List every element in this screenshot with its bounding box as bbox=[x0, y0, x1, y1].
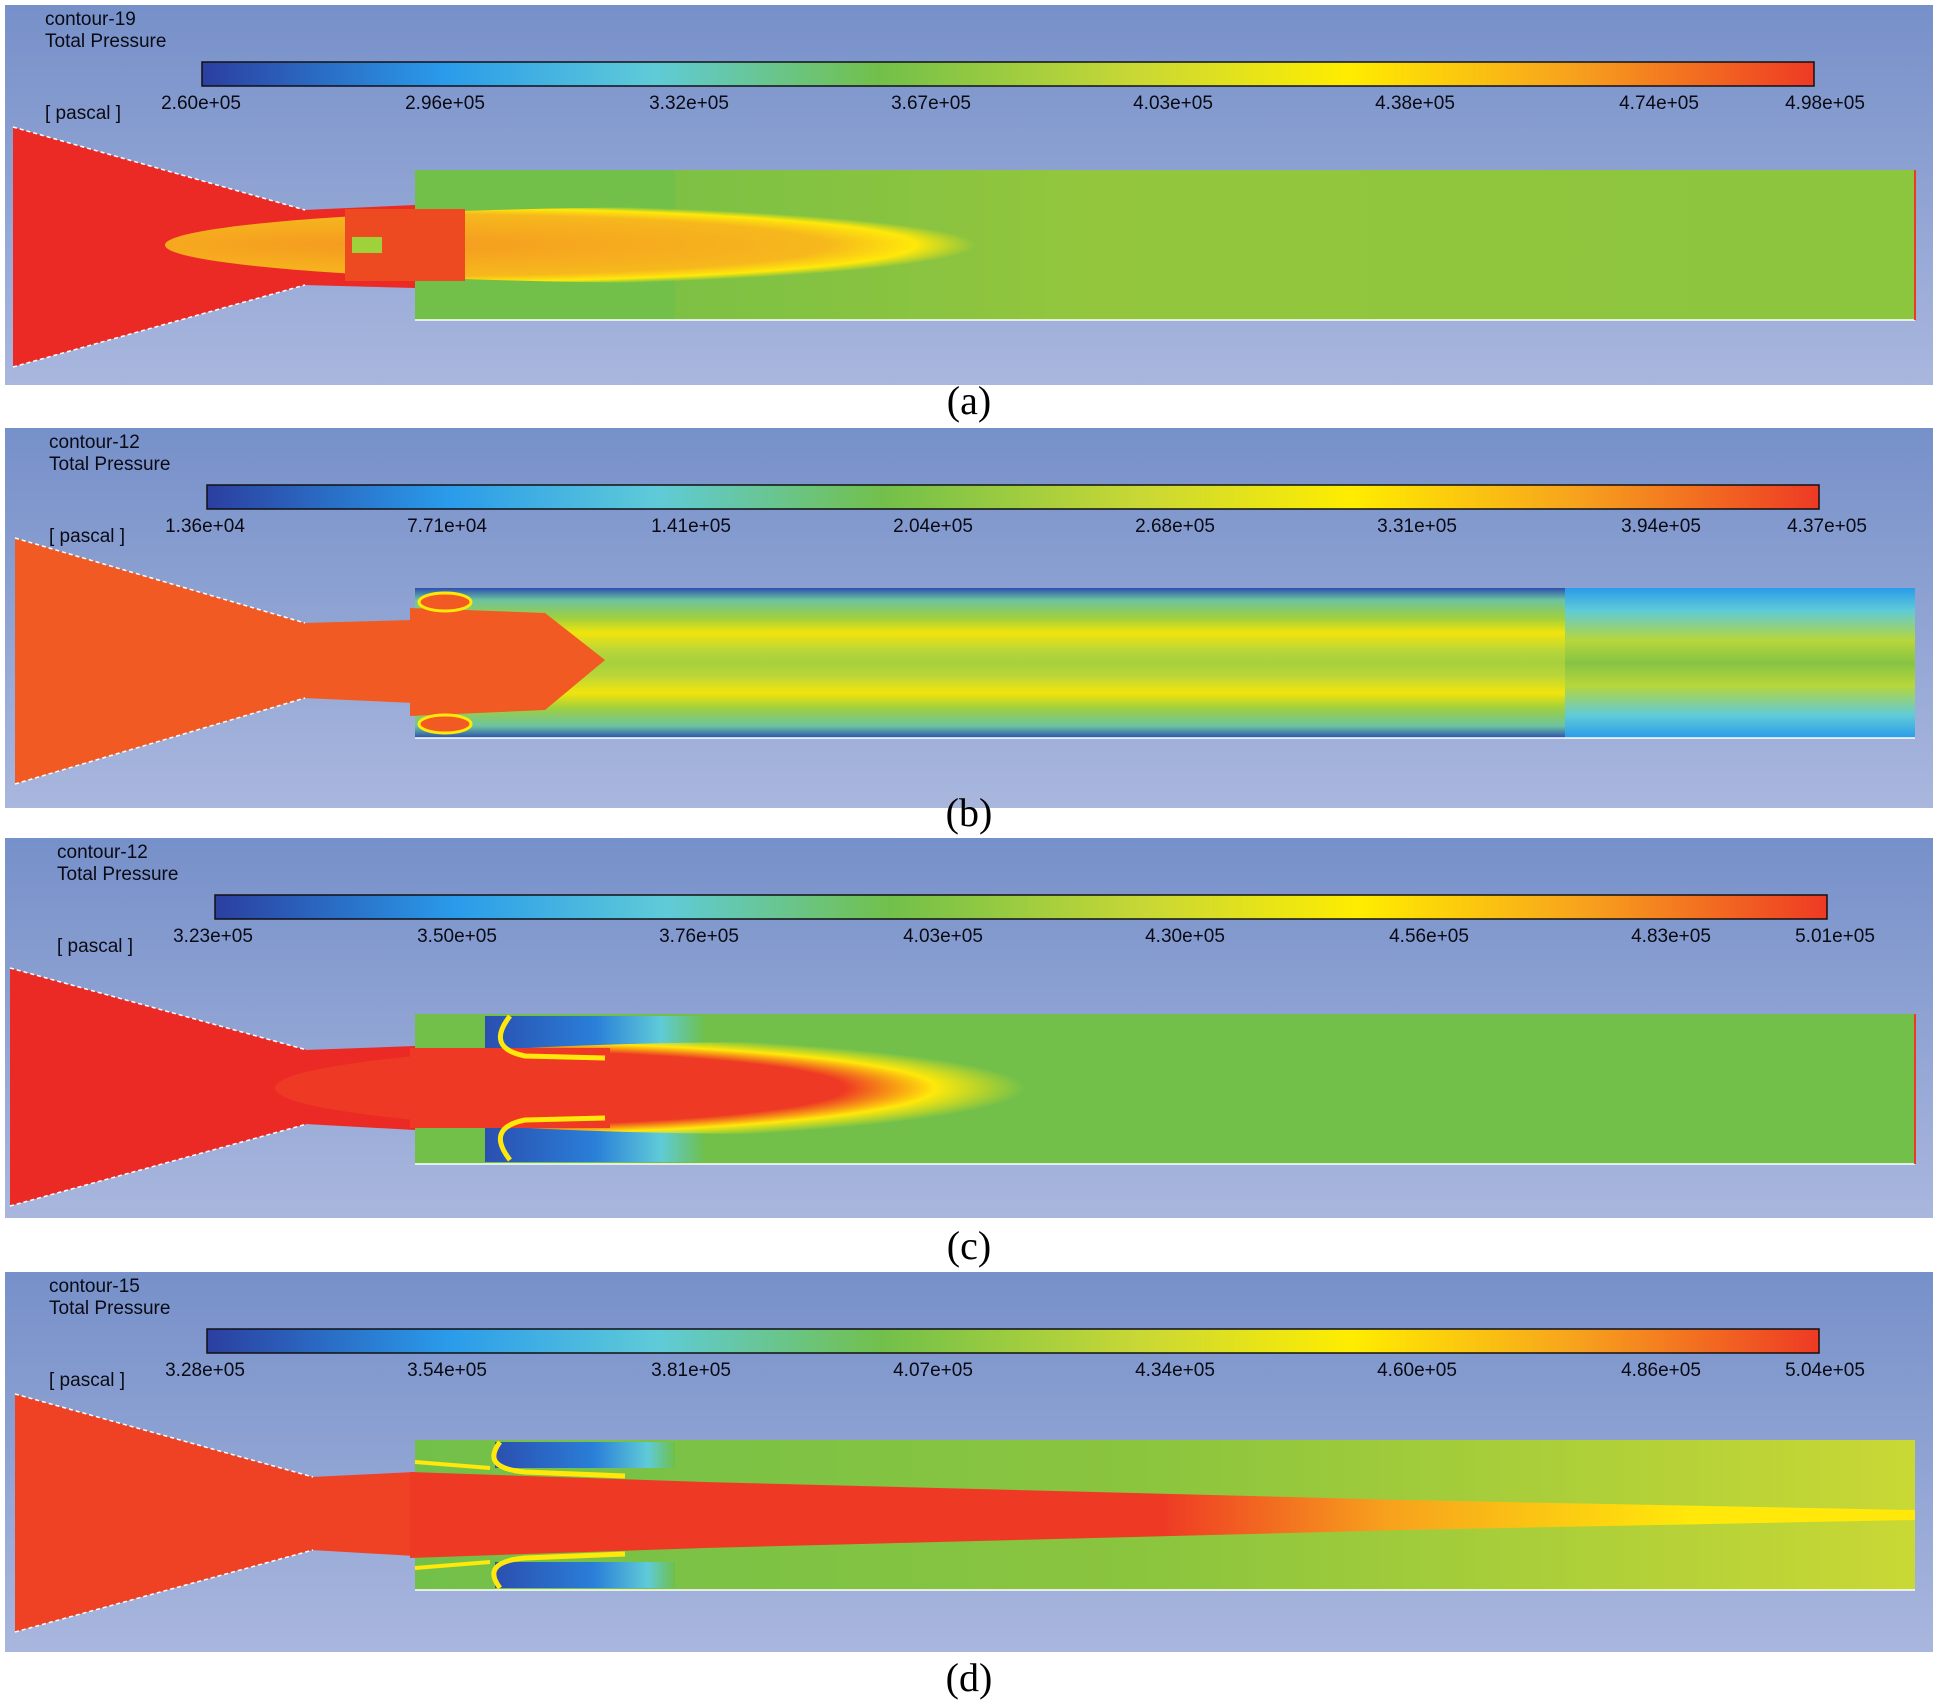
tick-label-c-7: 5.01e+05 bbox=[1795, 926, 1875, 947]
contour-plot-a bbox=[5, 5, 1933, 385]
jet-core-a bbox=[165, 207, 1245, 283]
tick-label-a-2: 3.32e+05 bbox=[649, 93, 729, 114]
tick-label-b-4: 2.68e+05 bbox=[1135, 516, 1215, 537]
contour-panel-c: contour-12 Total Pressure [ pascal ] 3.2… bbox=[5, 838, 1933, 1218]
contour-plot-b bbox=[5, 428, 1933, 808]
tick-label-d-2: 3.81e+05 bbox=[651, 1360, 731, 1381]
tick-label-b-6: 3.94e+05 bbox=[1621, 516, 1701, 537]
colorbar-b bbox=[206, 484, 1820, 510]
caption-d: (d) bbox=[945, 1655, 993, 1700]
throat-b bbox=[303, 620, 415, 703]
tick-label-b-1: 7.71e+04 bbox=[407, 516, 487, 537]
tick-label-a-4: 4.03e+05 bbox=[1133, 93, 1213, 114]
tick-label-b-2: 1.41e+05 bbox=[651, 516, 731, 537]
tick-label-d-3: 4.07e+05 bbox=[893, 1360, 973, 1381]
tick-label-d-5: 4.60e+05 bbox=[1377, 1360, 1457, 1381]
tick-label-c-3: 4.03e+05 bbox=[903, 926, 983, 947]
tick-label-d-4: 4.34e+05 bbox=[1135, 1360, 1215, 1381]
caption-a: (a) bbox=[946, 378, 992, 423]
nozzle-b bbox=[15, 538, 305, 784]
nozzle-d bbox=[15, 1394, 313, 1632]
tick-label-a-6: 4.74e+05 bbox=[1619, 93, 1699, 114]
tick-label-b-3: 2.04e+05 bbox=[893, 516, 973, 537]
shock-diamond-b bbox=[410, 608, 605, 716]
contour-name-b: contour-12 bbox=[49, 432, 140, 453]
contour-panel-d: contour-15 Total Pressure [ pascal ] 3.2… bbox=[5, 1272, 1933, 1652]
throat-d bbox=[311, 1472, 415, 1556]
contour-plot-c bbox=[5, 838, 1933, 1218]
tick-label-b-0: 1.36e+04 bbox=[165, 516, 245, 537]
tick-label-b-7: 4.37e+05 bbox=[1787, 516, 1867, 537]
contour-name-a: contour-19 bbox=[45, 9, 136, 30]
colorbar-d bbox=[206, 1328, 1820, 1354]
tick-label-a-1: 2.96e+05 bbox=[405, 93, 485, 114]
tick-label-c-6: 4.83e+05 bbox=[1631, 926, 1711, 947]
nozzle-a bbox=[13, 127, 305, 367]
tick-label-c-2: 3.76e+05 bbox=[659, 926, 739, 947]
caption-b: (b) bbox=[945, 790, 993, 835]
nozzle-c bbox=[10, 968, 307, 1206]
unit-label-b: [ pascal ] bbox=[49, 526, 126, 547]
tick-label-b-5: 3.31e+05 bbox=[1377, 516, 1457, 537]
colorbar-c bbox=[214, 894, 1828, 920]
tick-label-d-7: 5.04e+05 bbox=[1785, 1360, 1865, 1381]
contour-panel-a: contour-19 Total Pressure [ pascal ] 2.6… bbox=[5, 5, 1933, 385]
caption-c: (c) bbox=[946, 1223, 992, 1268]
tick-label-c-4: 4.30e+05 bbox=[1145, 926, 1225, 947]
colorbar-a bbox=[201, 61, 1815, 87]
quantity-label-a: Total Pressure bbox=[45, 31, 167, 52]
tick-label-d-1: 3.54e+05 bbox=[407, 1360, 487, 1381]
tick-label-a-7: 4.98e+05 bbox=[1785, 93, 1865, 114]
unit-label-a: [ pascal ] bbox=[45, 103, 122, 124]
unit-label-c: [ pascal ] bbox=[57, 936, 134, 957]
tick-label-c-0: 3.23e+05 bbox=[173, 926, 253, 947]
tick-label-d-6: 4.86e+05 bbox=[1621, 1360, 1701, 1381]
quantity-label-b: Total Pressure bbox=[49, 454, 171, 475]
quantity-label-d: Total Pressure bbox=[49, 1298, 171, 1319]
tick-label-c-5: 4.56e+05 bbox=[1389, 926, 1469, 947]
contour-plot-d bbox=[5, 1272, 1933, 1652]
tick-label-d-0: 3.28e+05 bbox=[165, 1360, 245, 1381]
tick-label-a-3: 3.67e+05 bbox=[891, 93, 971, 114]
tick-label-c-1: 3.50e+05 bbox=[417, 926, 497, 947]
tick-label-a-5: 4.38e+05 bbox=[1375, 93, 1455, 114]
jet-core-d bbox=[410, 1472, 1915, 1558]
contour-name-d: contour-15 bbox=[49, 1276, 140, 1297]
contour-panel-b: contour-12 Total Pressure [ pascal ] 1.3… bbox=[5, 428, 1933, 808]
quantity-label-c: Total Pressure bbox=[57, 864, 179, 885]
contour-name-c: contour-12 bbox=[57, 842, 148, 863]
unit-label-d: [ pascal ] bbox=[49, 1370, 126, 1391]
tick-label-a-0: 2.60e+05 bbox=[161, 93, 241, 114]
